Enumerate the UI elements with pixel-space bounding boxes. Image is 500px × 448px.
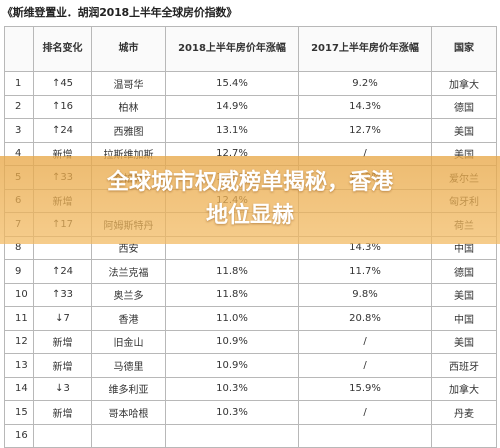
table-header-row: 排名变化 城市 2018上半年房价年涨幅 2017上半年房价年涨幅 国家 bbox=[4, 26, 497, 72]
table-row: 12 新增 旧金山 10.9% / 美国 bbox=[4, 329, 497, 354]
cell-2018-growth: 10.3% bbox=[165, 400, 299, 425]
cell-2018-growth: 13.1% bbox=[165, 118, 299, 143]
cell-2017-growth: / bbox=[298, 353, 432, 378]
table-row: 3 ↑24 西雅图 13.1% 12.7% 美国 bbox=[4, 118, 497, 143]
cell-rank-change: ↑16 bbox=[33, 94, 92, 119]
cell-index: 16 bbox=[4, 423, 34, 448]
document-title: 《斯维登置业．胡润2018上半年全球房价指数》 bbox=[2, 6, 238, 19]
cell-index: 10 bbox=[4, 282, 34, 307]
cell-index: 14 bbox=[4, 376, 34, 401]
cell-2017-growth: 20.8% bbox=[298, 306, 432, 331]
cell-index: 2 bbox=[4, 94, 34, 119]
cell-city: 西雅图 bbox=[91, 118, 166, 143]
header-city: 城市 bbox=[91, 26, 166, 72]
cell-rank-change: 新增 bbox=[33, 353, 92, 378]
cell-2017-growth: 11.7% bbox=[298, 259, 432, 284]
cell-index: 3 bbox=[4, 118, 34, 143]
cell-2018-growth: 11.8% bbox=[165, 282, 299, 307]
cell-2018-growth: 15.4% bbox=[165, 71, 299, 96]
cell-rank-change bbox=[33, 423, 92, 448]
cell-2017-growth: / bbox=[298, 329, 432, 354]
cell-rank-change: ↑33 bbox=[33, 282, 92, 307]
cell-country bbox=[431, 423, 497, 448]
header-2017-growth: 2017上半年房价年涨幅 bbox=[298, 26, 432, 72]
header-2018-growth: 2018上半年房价年涨幅 bbox=[165, 26, 299, 72]
table-body: 1 ↑45 温哥华 15.4% 9.2% 加拿大 2 ↑16 柏林 14.9% 14.3% 德国 3 ↑2… bbox=[4, 71, 497, 448]
cell-country: 德国 bbox=[431, 259, 497, 284]
cell-city: 香港 bbox=[91, 306, 166, 331]
cell-rank-change: ↓7 bbox=[33, 306, 92, 331]
table-row: 9 ↑24 法兰克福 11.8% 11.7% 德国 bbox=[4, 259, 497, 284]
cell-country: 丹麦 bbox=[431, 400, 497, 425]
cell-city: 维多利亚 bbox=[91, 376, 166, 401]
cell-country: 美国 bbox=[431, 282, 497, 307]
cell-2017-growth bbox=[298, 423, 432, 448]
table-row: 10 ↑33 奥兰多 11.8% 9.8% 美国 bbox=[4, 282, 497, 307]
headline-line-2: 地位显赫 bbox=[205, 203, 294, 228]
cell-country: 西班牙 bbox=[431, 353, 497, 378]
headline-banner: 全球城市权威榜单揭秘，香港 地位显赫 bbox=[0, 166, 500, 232]
cell-city: 柏林 bbox=[91, 94, 166, 119]
table-row: 16 bbox=[4, 423, 497, 448]
table-row: 2 ↑16 柏林 14.9% 14.3% 德国 bbox=[4, 94, 497, 119]
table-row: 11 ↓7 香港 11.0% 20.8% 中国 bbox=[4, 306, 497, 331]
cell-city bbox=[91, 423, 166, 448]
cell-2017-growth: 12.7% bbox=[298, 118, 432, 143]
cell-index: 15 bbox=[4, 400, 34, 425]
cell-index: 12 bbox=[4, 329, 34, 354]
cell-city: 旧金山 bbox=[91, 329, 166, 354]
cell-2018-growth: 10.9% bbox=[165, 353, 299, 378]
headline-banner-background bbox=[0, 156, 500, 244]
cell-index: 13 bbox=[4, 353, 34, 378]
cell-2017-growth: / bbox=[298, 400, 432, 425]
cell-2018-growth bbox=[165, 423, 299, 448]
cell-2017-growth: 14.3% bbox=[298, 94, 432, 119]
cell-2017-growth: 9.2% bbox=[298, 71, 432, 96]
cell-country: 加拿大 bbox=[431, 376, 497, 401]
cell-country: 美国 bbox=[431, 329, 497, 354]
cell-country: 德国 bbox=[431, 94, 497, 119]
cell-index: 9 bbox=[4, 259, 34, 284]
header-rank-change: 排名变化 bbox=[33, 26, 92, 72]
cell-2018-growth: 11.0% bbox=[165, 306, 299, 331]
cell-index: 1 bbox=[4, 71, 34, 96]
cell-city: 马德里 bbox=[91, 353, 166, 378]
cell-country: 加拿大 bbox=[431, 71, 497, 96]
cell-rank-change: ↑24 bbox=[33, 259, 92, 284]
cell-country: 中国 bbox=[431, 306, 497, 331]
table-row: 13 新增 马德里 10.9% / 西班牙 bbox=[4, 353, 497, 378]
cell-city: 法兰克福 bbox=[91, 259, 166, 284]
table-row: 14 ↓3 维多利亚 10.3% 15.9% 加拿大 bbox=[4, 376, 497, 401]
cell-country: 美国 bbox=[431, 118, 497, 143]
cell-city: 奥兰多 bbox=[91, 282, 166, 307]
header-index bbox=[4, 26, 34, 72]
cell-rank-change: 新增 bbox=[33, 400, 92, 425]
cell-2018-growth: 10.9% bbox=[165, 329, 299, 354]
cell-rank-change: 新增 bbox=[33, 329, 92, 354]
cell-2018-growth: 10.3% bbox=[165, 376, 299, 401]
cell-city: 哥本哈根 bbox=[91, 400, 166, 425]
cell-rank-change: ↑24 bbox=[33, 118, 92, 143]
cell-2018-growth: 14.9% bbox=[165, 94, 299, 119]
table-row: 15 新增 哥本哈根 10.3% / 丹麦 bbox=[4, 400, 497, 425]
headline-line-1: 全球城市权威榜单揭秘，香港 bbox=[106, 170, 393, 195]
cell-index: 11 bbox=[4, 306, 34, 331]
cell-2017-growth: 9.8% bbox=[298, 282, 432, 307]
table-row: 1 ↑45 温哥华 15.4% 9.2% 加拿大 bbox=[4, 71, 497, 96]
cell-rank-change: ↓3 bbox=[33, 376, 92, 401]
header-country: 国家 bbox=[431, 26, 497, 72]
cell-rank-change: ↑45 bbox=[33, 71, 92, 96]
cell-2017-growth: 15.9% bbox=[298, 376, 432, 401]
cell-city: 温哥华 bbox=[91, 71, 166, 96]
cell-2018-growth: 11.8% bbox=[165, 259, 299, 284]
